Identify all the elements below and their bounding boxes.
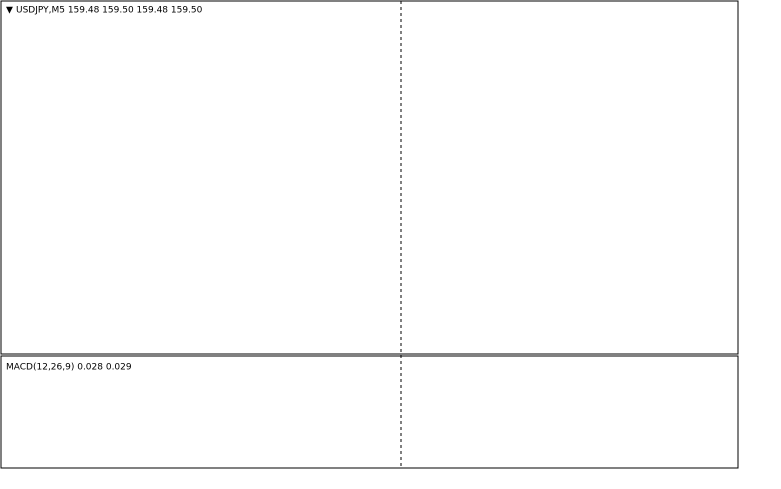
macd-title: MACD(12,26,9) 0.028 0.029 bbox=[6, 363, 132, 373]
chart-title: USDJPY,M5 159.48 159.50 159.48 159.50 bbox=[16, 6, 203, 16]
price-panel-frame bbox=[0, 0, 739, 355]
macd-panel-frame bbox=[0, 355, 739, 469]
collapse-arrow: ▼ bbox=[6, 6, 13, 16]
